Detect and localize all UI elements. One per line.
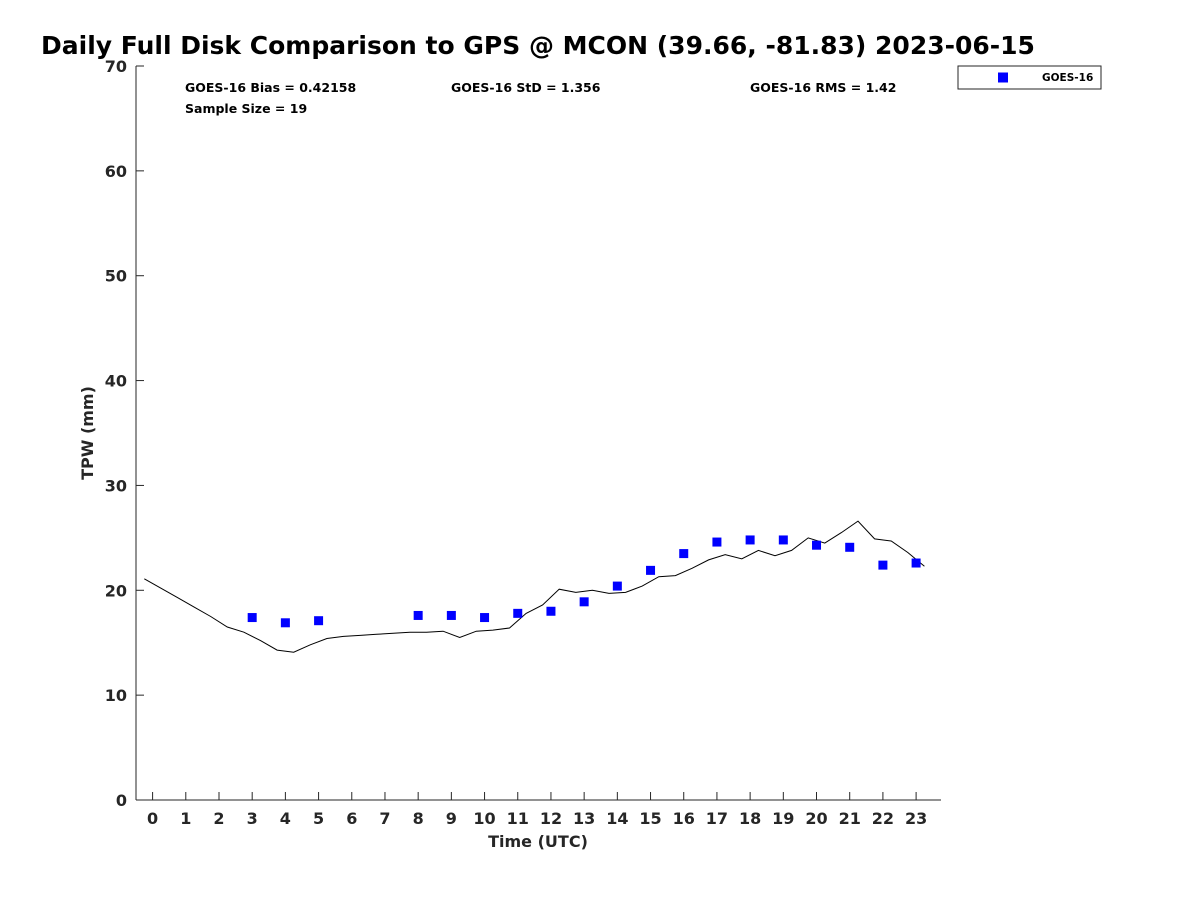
x-tick-label: 19	[772, 809, 794, 828]
goes16-point	[546, 606, 556, 616]
y-tick-label: 40	[105, 372, 127, 391]
goes16-point	[845, 542, 855, 552]
axes	[135, 66, 941, 801]
x-tick-label: 3	[247, 809, 258, 828]
y-axis-label: TPW (mm)	[78, 386, 97, 480]
goes16-point	[679, 549, 689, 559]
x-tick-label: 2	[213, 809, 224, 828]
goes16-point	[579, 597, 589, 607]
goes16-point	[314, 616, 324, 626]
stats-panel: GOES-16 Bias = 0.42158 GOES-16 StD = 1.3…	[185, 80, 896, 116]
y-tick-label: 70	[105, 57, 127, 76]
y-axis-ticks: 0 10 20 30 40 50 60 70	[105, 57, 144, 810]
x-tick-label: 7	[379, 809, 390, 828]
x-tick-label: 11	[507, 809, 529, 828]
x-axis-label: Time (UTC)	[488, 832, 588, 851]
x-tick-label: 0	[147, 809, 158, 828]
goes16-point	[878, 560, 888, 570]
y-tick-label: 50	[105, 267, 127, 286]
legend-label-goes16: GOES-16	[1042, 72, 1093, 84]
goes16-point	[745, 535, 755, 545]
goes16-point	[911, 558, 921, 568]
goes16-point	[446, 610, 456, 620]
goes16-point	[513, 608, 523, 618]
goes16-point	[778, 535, 788, 545]
x-tick-label: 12	[540, 809, 562, 828]
goes16-point	[480, 613, 490, 623]
y-tick-label: 20	[105, 581, 127, 600]
goes16-point	[247, 613, 257, 623]
x-tick-label: 13	[573, 809, 595, 828]
legend: GOES-16	[957, 65, 1102, 90]
x-tick-label: 10	[473, 809, 495, 828]
y-tick-label: 0	[116, 791, 127, 810]
x-tick-label: 9	[446, 809, 457, 828]
legend-box	[957, 65, 1102, 90]
x-tick-label: 6	[346, 809, 357, 828]
plot-area	[144, 520, 925, 653]
sample-size-stat: Sample Size = 19	[185, 101, 307, 116]
x-tick-label: 20	[805, 809, 827, 828]
goes16-point	[612, 581, 622, 591]
x-tick-label: 22	[872, 809, 894, 828]
y-tick-label: 10	[105, 686, 127, 705]
x-tick-label: 16	[673, 809, 695, 828]
chart-title: Daily Full Disk Comparison to GPS @ MCON…	[41, 31, 1035, 60]
y-tick-label: 60	[105, 162, 127, 181]
x-tick-label: 4	[280, 809, 291, 828]
goes16-point	[646, 565, 656, 575]
x-tick-label: 5	[313, 809, 324, 828]
x-tick-label: 15	[639, 809, 661, 828]
gps-tpw-line	[144, 520, 925, 653]
x-tick-label: 21	[839, 809, 861, 828]
x-tick-label: 8	[413, 809, 424, 828]
x-tick-label: 18	[739, 809, 761, 828]
goes16-point	[280, 618, 290, 628]
y-tick-label: 30	[105, 476, 127, 495]
goes16-point	[712, 537, 722, 547]
x-tick-label: 1	[180, 809, 191, 828]
x-tick-label: 17	[706, 809, 728, 828]
rms-stat: GOES-16 RMS = 1.42	[750, 80, 896, 95]
goes16-point	[413, 610, 423, 620]
legend-marker-goes16	[998, 72, 1008, 83]
goes16-point	[812, 540, 822, 550]
x-axis-ticks: 0 1 2 3 4 5 6 7 8 9 10 11 12 13 14 15 16 17 18 19 20 21 22 23	[147, 792, 927, 828]
std-stat: GOES-16 StD = 1.356	[451, 80, 601, 95]
x-tick-label: 14	[606, 809, 628, 828]
x-tick-label: 23	[905, 809, 927, 828]
bias-stat: GOES-16 Bias = 0.42158	[185, 80, 356, 95]
